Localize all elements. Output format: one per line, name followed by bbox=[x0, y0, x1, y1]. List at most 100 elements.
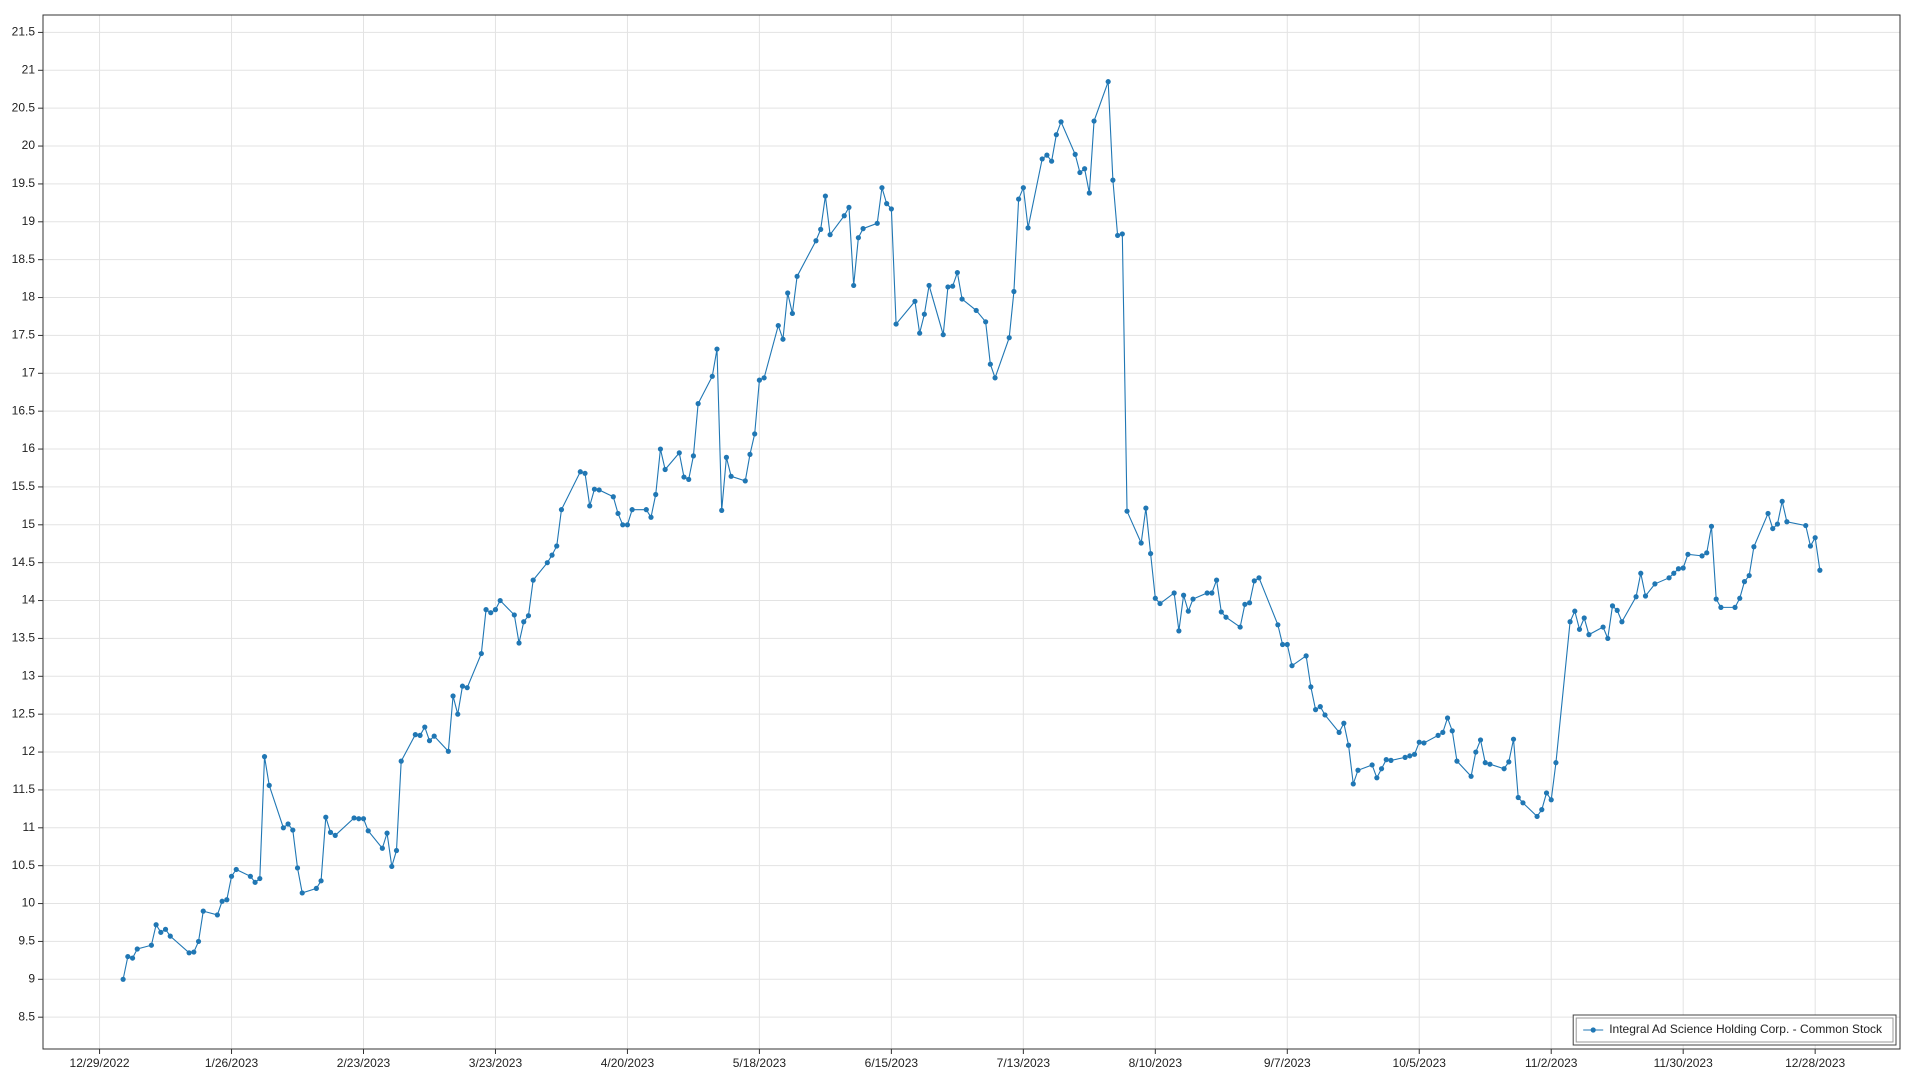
data-point bbox=[158, 929, 164, 935]
data-point bbox=[323, 814, 329, 820]
data-point bbox=[356, 816, 362, 822]
data-point bbox=[417, 732, 423, 738]
data-point bbox=[1600, 624, 1606, 630]
data-point bbox=[1482, 760, 1488, 766]
data-point bbox=[313, 885, 319, 892]
data-point bbox=[318, 878, 324, 884]
data-point bbox=[624, 522, 631, 528]
data-point bbox=[1279, 641, 1286, 648]
data-point bbox=[360, 816, 367, 822]
data-point bbox=[1383, 757, 1389, 763]
data-point bbox=[1449, 728, 1455, 734]
data-point bbox=[1072, 151, 1078, 157]
data-point bbox=[1369, 762, 1375, 768]
data-point bbox=[1148, 550, 1154, 557]
y-tick-label: 11 bbox=[23, 820, 36, 834]
data-point bbox=[398, 758, 404, 764]
data-point bbox=[742, 478, 748, 484]
data-point bbox=[1157, 600, 1163, 607]
data-point bbox=[1652, 581, 1658, 587]
data-point bbox=[879, 185, 885, 191]
data-point bbox=[1402, 754, 1408, 760]
data-point bbox=[1699, 553, 1705, 559]
data-point bbox=[620, 522, 626, 528]
data-point bbox=[653, 491, 659, 498]
data-point bbox=[1176, 628, 1182, 634]
data-point bbox=[1619, 619, 1625, 625]
data-point bbox=[200, 908, 206, 914]
data-point bbox=[785, 290, 791, 296]
data-point bbox=[1303, 653, 1309, 659]
data-point bbox=[516, 640, 522, 646]
x-tick-label: 2/23/2023 bbox=[337, 1056, 391, 1070]
data-point bbox=[162, 926, 169, 932]
data-point bbox=[521, 619, 527, 625]
data-point bbox=[1708, 523, 1715, 529]
data-point bbox=[761, 375, 767, 381]
legend-box bbox=[1572, 1014, 1897, 1046]
data-point bbox=[921, 311, 927, 317]
data-point bbox=[365, 828, 371, 834]
legend: Integral Ad Science Holding Corp. - Comm… bbox=[1572, 1014, 1897, 1046]
data-point bbox=[1633, 594, 1639, 600]
data-point bbox=[1039, 156, 1045, 162]
data-point bbox=[1025, 225, 1031, 231]
data-point bbox=[1049, 158, 1055, 164]
data-point bbox=[1416, 739, 1422, 745]
data-point bbox=[1171, 590, 1177, 596]
data-point bbox=[1581, 615, 1587, 621]
y-tick-label: 9 bbox=[28, 971, 35, 985]
data-point bbox=[643, 507, 649, 513]
data-point bbox=[1407, 753, 1413, 759]
y-tick-label: 20 bbox=[22, 138, 36, 152]
data-point bbox=[294, 865, 301, 871]
data-point bbox=[1713, 596, 1719, 602]
y-tick-label: 14 bbox=[22, 593, 36, 607]
data-point bbox=[1020, 185, 1026, 191]
data-point bbox=[455, 711, 461, 717]
data-point bbox=[884, 201, 890, 207]
data-point bbox=[1044, 152, 1050, 158]
data-point bbox=[1539, 807, 1545, 813]
data-point bbox=[384, 830, 390, 836]
data-point bbox=[351, 815, 357, 821]
data-point bbox=[860, 226, 866, 232]
data-point bbox=[483, 607, 489, 613]
series-line bbox=[122, 81, 1821, 980]
data-point bbox=[1317, 704, 1323, 710]
y-tick-label: 13 bbox=[22, 668, 36, 682]
data-point bbox=[1765, 510, 1771, 517]
data-point bbox=[1284, 641, 1290, 648]
data-point bbox=[1454, 758, 1460, 764]
y-tick-label: 20.5 bbox=[12, 100, 36, 114]
y-tick-label: 21 bbox=[22, 62, 36, 76]
data-point bbox=[954, 269, 960, 276]
x-tick-label: 4/20/2023 bbox=[601, 1056, 655, 1070]
data-point bbox=[1741, 579, 1748, 585]
data-point bbox=[1124, 508, 1130, 514]
data-point bbox=[464, 685, 470, 691]
data-point bbox=[1213, 577, 1220, 583]
data-point bbox=[1572, 608, 1578, 614]
y-tick-label: 12 bbox=[22, 744, 36, 758]
data-point bbox=[544, 560, 550, 566]
data-point bbox=[379, 845, 385, 851]
data-point bbox=[450, 693, 456, 699]
data-point bbox=[530, 577, 536, 583]
data-point bbox=[134, 946, 140, 952]
data-point bbox=[219, 898, 225, 904]
data-point bbox=[1609, 603, 1616, 609]
data-point bbox=[214, 912, 220, 918]
data-point bbox=[1746, 572, 1752, 579]
data-point bbox=[186, 950, 192, 956]
y-tick-label: 11.5 bbox=[13, 782, 36, 796]
x-tick-label: 11/2/2023 bbox=[1525, 1056, 1578, 1070]
data-point bbox=[1586, 632, 1592, 638]
data-point bbox=[1770, 525, 1776, 532]
data-point bbox=[393, 847, 400, 854]
data-point bbox=[1638, 570, 1644, 576]
data-point bbox=[224, 897, 230, 903]
data-point bbox=[1803, 522, 1809, 529]
data-point bbox=[1614, 607, 1620, 614]
data-point bbox=[233, 866, 239, 873]
